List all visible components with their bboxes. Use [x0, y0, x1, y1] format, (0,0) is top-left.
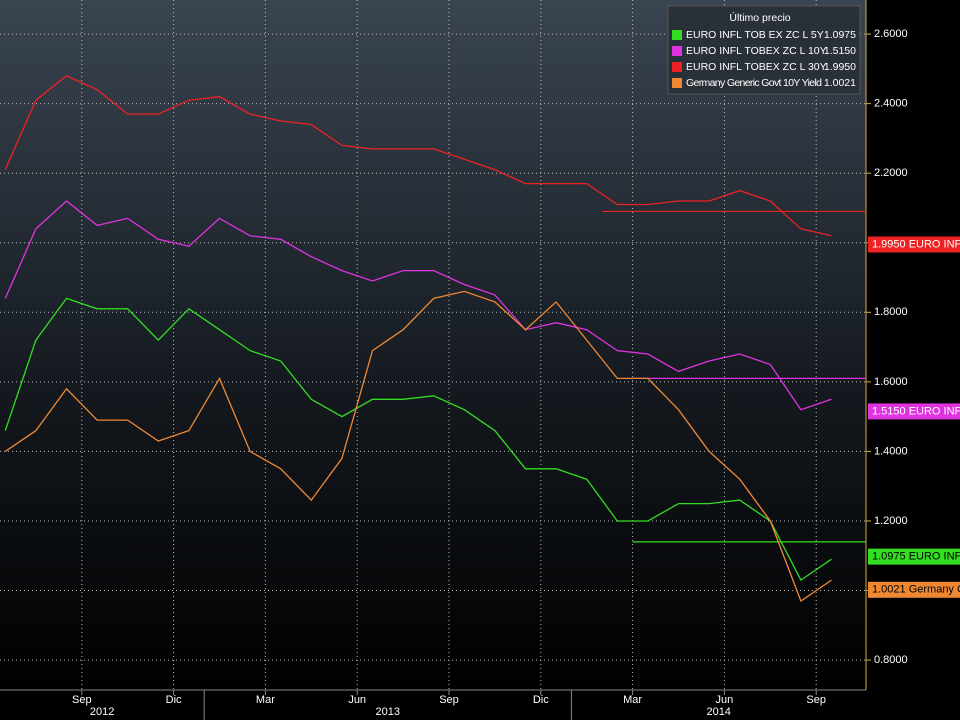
x-tick-label: Jun [716, 694, 734, 706]
plot-background [0, 0, 866, 690]
end-tag-box [868, 548, 960, 565]
end-tag-label: 1.5150 EURO INFL [872, 405, 960, 417]
end-tag-label: 1.0975 EURO INFL [872, 551, 960, 563]
series-line [4, 200, 832, 411]
legend-label: Germany Generic Govt 10Y Yield [686, 77, 822, 89]
x-tick-label: Mar [256, 694, 275, 706]
y-tick-label: 1.8000 [874, 306, 908, 318]
y-tick-label: 1.2000 [874, 515, 908, 527]
series-line [4, 75, 832, 237]
year-label: 2014 [706, 706, 730, 718]
legend-value: 1.9950 [824, 61, 856, 73]
y-tick-label: 1.4000 [874, 445, 908, 457]
end-tag-box [868, 403, 960, 420]
y-tick-label: 0.8000 [874, 654, 908, 666]
end-tag-label: 1.9950 EURO INFL [872, 238, 960, 250]
y-tick-label: 1.6000 [874, 376, 908, 388]
legend-box [667, 5, 861, 95]
legend-swatch [672, 62, 682, 72]
series-line [4, 297, 832, 582]
legend-label: EURO INFL TOB EX ZC L 5Y [686, 29, 824, 41]
legend-value: 1.0021 [824, 77, 856, 89]
legend-label: EURO INFL TOBEX ZC L 30Y [686, 61, 827, 73]
legend-value: 1.5150 [824, 45, 856, 57]
x-tick-label: Dic [533, 694, 549, 706]
legend-label: EURO INFL TOBEX ZC L 10Y [686, 45, 827, 57]
x-tick-label: Sep [806, 694, 826, 706]
series-line [4, 290, 832, 603]
y-tick-label: 2.4000 [874, 98, 908, 110]
legend-swatch [672, 46, 682, 56]
y-tick-label: 2.2000 [874, 167, 908, 179]
end-tag-box [868, 236, 960, 253]
y-tick-label: 2.6000 [874, 28, 908, 40]
x-tick-label: Sep [439, 694, 459, 706]
year-label: 2012 [90, 706, 114, 718]
legend-swatch [672, 30, 682, 40]
x-tick-label: Jun [348, 694, 366, 706]
x-tick-label: Dic [166, 694, 182, 706]
legend-value: 1.0975 [824, 29, 856, 41]
year-label: 2013 [376, 706, 400, 718]
legend-title: Último precio [729, 11, 790, 24]
end-tag-label: 1.0021 Germany G [872, 584, 960, 596]
legend-swatch [672, 78, 682, 88]
x-tick-label: Mar [623, 694, 642, 706]
end-tag-box [868, 581, 960, 598]
x-tick-label: Sep [72, 694, 92, 706]
